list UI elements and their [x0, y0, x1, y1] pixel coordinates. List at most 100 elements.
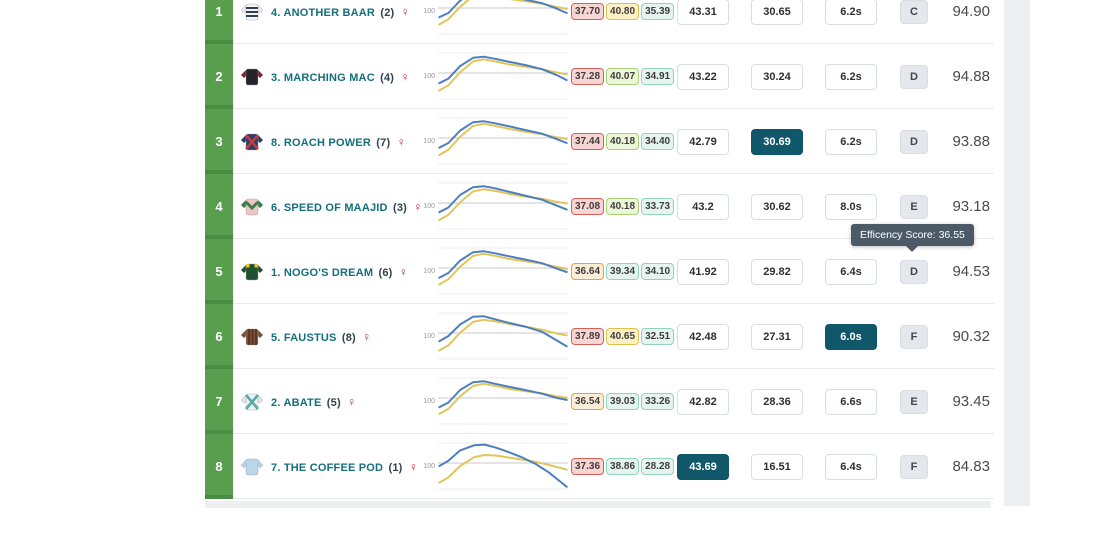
horse-number: 2.: [271, 396, 281, 409]
rank-cell: 3: [205, 109, 233, 174]
sectional-times: 37.44 40.18 34.40: [571, 133, 675, 150]
efficiency-grade-badge[interactable]: D: [900, 259, 928, 284]
metric-1-cell: 43.31: [677, 0, 729, 25]
chart-lines: [438, 51, 568, 103]
sectional-time-pill: 37.36: [571, 458, 605, 475]
tooltip-arrow: [906, 246, 919, 252]
chart-lines: [438, 376, 568, 428]
barrier-draw: (3): [392, 201, 408, 214]
chart-lines: [438, 116, 568, 168]
tooltip-text: Efficency Score: 36.55: [860, 229, 965, 241]
horse-name-link[interactable]: 3. MARCHING MAC (4) ♀: [271, 70, 411, 84]
table-row[interactable]: 2 3. MARCHING MAC (4) ♀ 100 37.28 40.07 34…: [205, 44, 994, 109]
metric-1-cell: 43.22: [677, 63, 729, 90]
jockey-silk-icon: [233, 392, 271, 412]
sectional-time-pill: 39.03: [606, 393, 640, 410]
metric-2-cell: 30.65: [751, 0, 803, 25]
horse-name: THE COFFEE POD: [283, 461, 384, 474]
jockey-silk-icon: [233, 327, 271, 347]
barrier-draw: (5): [326, 396, 341, 409]
table-row[interactable]: 3 8. ROACH POWER (7) ♀ 100 37.44 40.18 34.…: [205, 109, 994, 174]
horse-name-link[interactable]: 1. NOGO'S DREAM (6) ♀: [271, 265, 411, 279]
horse-name-link[interactable]: 2. ABATE (5) ♀: [271, 395, 411, 409]
metric-3-cell: 8.0s: [825, 193, 877, 220]
horse-number: 3.: [271, 71, 281, 84]
horizontal-scrollbar[interactable]: [205, 501, 991, 508]
sectional-times: 36.54 39.03 33.26: [571, 393, 675, 410]
y-axis-label: 100: [423, 203, 435, 210]
table-row[interactable]: 6 5. FAUSTUS (8) ♀ 100 37.89 40.65 32.51 4…: [205, 304, 994, 369]
rank-cell: 2: [205, 44, 233, 109]
barrier-draw: (4): [380, 71, 395, 84]
sectional-time-pill: 36.54: [571, 393, 605, 410]
horse-name-link[interactable]: 8. ROACH POWER (7) ♀: [271, 135, 411, 149]
metric-3-cell: 6.2s: [825, 128, 877, 155]
rank-cell: 4: [205, 174, 233, 239]
metric-1-cell: 42.48: [677, 323, 729, 350]
efficiency-grade-badge[interactable]: F: [900, 454, 928, 479]
jockey-silk-icon: [233, 457, 271, 477]
rank-cell: 1: [205, 0, 233, 44]
chart-lines: [438, 441, 568, 493]
horse-name-link[interactable]: 6. SPEED OF MAAJID (3) ♀: [271, 200, 422, 214]
total-score: 93.18: [952, 198, 990, 215]
sectional-time-pill: 34.91: [641, 68, 675, 85]
metric-3-cell: 6.4s: [825, 258, 877, 285]
vertical-scrollbar[interactable]: [1004, 0, 1030, 506]
sectional-time-pill: 40.18: [606, 198, 640, 215]
barrier-draw: (6): [378, 266, 393, 279]
metric-2-cell: 28.36: [751, 388, 803, 415]
table-row[interactable]: 1 4. ANOTHER BAAR (2) ♀ 100 37.70 40.80 35…: [205, 0, 994, 44]
rank-cell: 8: [205, 434, 233, 499]
horse-number: 5.: [271, 331, 281, 344]
jockey-silk-icon: [233, 67, 271, 87]
sectional-time-pill: 32.51: [641, 328, 675, 345]
race-results-table: 1 4. ANOTHER BAAR (2) ♀ 100 37.70 40.80 35…: [205, 0, 994, 501]
total-score: 94.90: [952, 3, 990, 20]
female-icon: ♀: [400, 4, 410, 19]
horse-number: 6.: [271, 201, 281, 214]
female-icon: ♀: [347, 394, 357, 409]
horse-number: 8.: [271, 136, 281, 149]
total-score: 93.45: [952, 393, 990, 410]
speed-map-chart: 100: [411, 181, 571, 233]
table-row[interactable]: 8 7. THE COFFEE POD (1) ♀ 100 37.36 38.86…: [205, 434, 994, 499]
female-icon: ♀: [396, 134, 406, 149]
barrier-draw: (7): [376, 136, 391, 149]
efficiency-grade-badge[interactable]: D: [900, 64, 928, 89]
metric-1-cell: 42.82: [677, 388, 729, 415]
metric-3-cell: 6.0s: [825, 323, 877, 350]
y-axis-label: 100: [423, 333, 435, 340]
sectional-times: 37.89 40.65 32.51: [571, 328, 675, 345]
efficiency-grade-badge[interactable]: D: [900, 129, 928, 154]
sectional-time-pill: 35.39: [641, 3, 675, 20]
sectional-time-pill: 40.65: [606, 328, 640, 345]
horse-name-link[interactable]: 7. THE COFFEE POD (1) ♀: [271, 460, 418, 474]
female-icon: ♀: [398, 264, 408, 279]
female-icon: ♀: [413, 199, 423, 214]
sectional-time-pill: 37.89: [571, 328, 605, 345]
table-row[interactable]: 5 1. NOGO'S DREAM (6) ♀ 100 36.64 39.34 34…: [205, 239, 994, 304]
horse-name-link[interactable]: 5. FAUSTUS (8) ♀: [271, 330, 411, 344]
efficiency-grade-badge[interactable]: C: [900, 0, 928, 24]
jockey-silk-icon: [233, 2, 271, 22]
metric-1-cell: 42.79: [677, 128, 729, 155]
table-row[interactable]: 7 2. ABATE (5) ♀ 100 36.54 39.03 33.26 42.…: [205, 369, 994, 434]
horse-name-link[interactable]: 4. ANOTHER BAAR (2) ♀: [271, 5, 411, 19]
horse-name: ROACH POWER: [283, 136, 371, 149]
speed-map-chart: 100: [411, 0, 571, 38]
total-score: 94.88: [952, 68, 990, 85]
female-icon: ♀: [362, 329, 372, 344]
chart-lines: [438, 246, 568, 298]
y-axis-label: 100: [423, 8, 435, 15]
sectional-time-pill: 37.08: [571, 198, 605, 215]
sectional-times: 37.36 38.86 28.28: [571, 458, 675, 475]
efficiency-grade-badge[interactable]: F: [900, 324, 928, 349]
jockey-silk-icon: [233, 197, 271, 217]
speed-map-chart: 100: [411, 246, 571, 298]
barrier-draw: (1): [388, 461, 403, 474]
efficiency-grade-badge[interactable]: E: [900, 389, 928, 414]
efficiency-grade-badge[interactable]: E: [900, 194, 928, 219]
total-score: 93.88: [952, 133, 990, 150]
metric-2-cell: 27.31: [751, 323, 803, 350]
